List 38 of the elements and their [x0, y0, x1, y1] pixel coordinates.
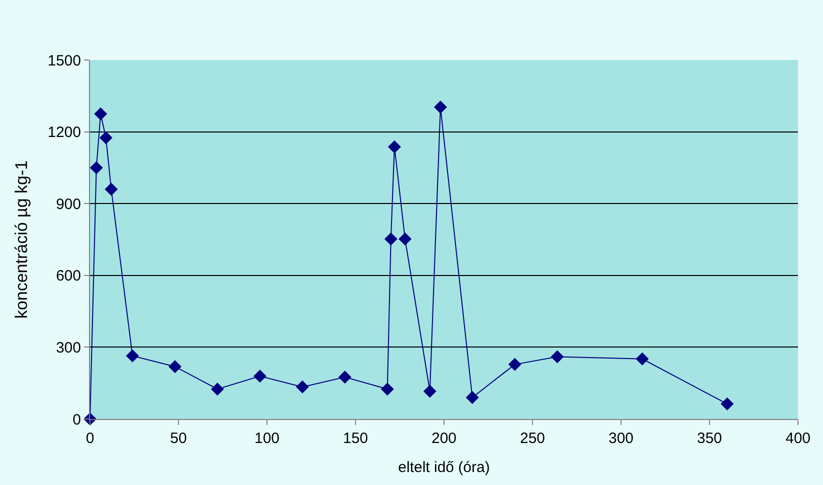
- point: [104, 182, 118, 196]
- point: [384, 232, 398, 246]
- point: [466, 390, 479, 404]
- point: [126, 349, 139, 362]
- point: [550, 350, 564, 364]
- point: [210, 382, 224, 396]
- x-tick-label: 150: [342, 430, 368, 447]
- point: [338, 370, 352, 384]
- y-tick-label: 900: [56, 196, 81, 213]
- point: [94, 107, 108, 120]
- point: [720, 397, 734, 410]
- point: [423, 384, 436, 398]
- point: [508, 358, 522, 371]
- y-axis-title: koncentráció µg kg-1: [12, 160, 32, 319]
- y-tick-label: 0: [72, 411, 81, 428]
- x-tick-label: 350: [696, 430, 722, 447]
- y-tick-label: 1500: [48, 52, 81, 70]
- y-tick-label: 1200: [48, 124, 81, 142]
- y-tick-label: 300: [56, 339, 81, 356]
- x-tick-label: 250: [520, 430, 546, 447]
- point: [90, 161, 103, 174]
- point: [99, 131, 112, 144]
- x-tick-label: 0: [86, 430, 94, 447]
- x-tick-label: 200: [431, 430, 457, 447]
- point: [388, 140, 401, 154]
- x-tick-label: 100: [254, 430, 280, 447]
- x-axis-title: eltelt idő (óra): [398, 459, 490, 476]
- point: [296, 380, 309, 394]
- point: [398, 232, 412, 246]
- x-tick-label: 50: [170, 430, 187, 447]
- point: [253, 370, 266, 383]
- point: [434, 100, 447, 114]
- x-tick-label: 300: [608, 430, 634, 447]
- point: [636, 352, 649, 366]
- point: [380, 382, 394, 396]
- point: [168, 360, 182, 374]
- x-tick-label: 400: [785, 430, 811, 447]
- y-tick-label: 600: [56, 268, 81, 285]
